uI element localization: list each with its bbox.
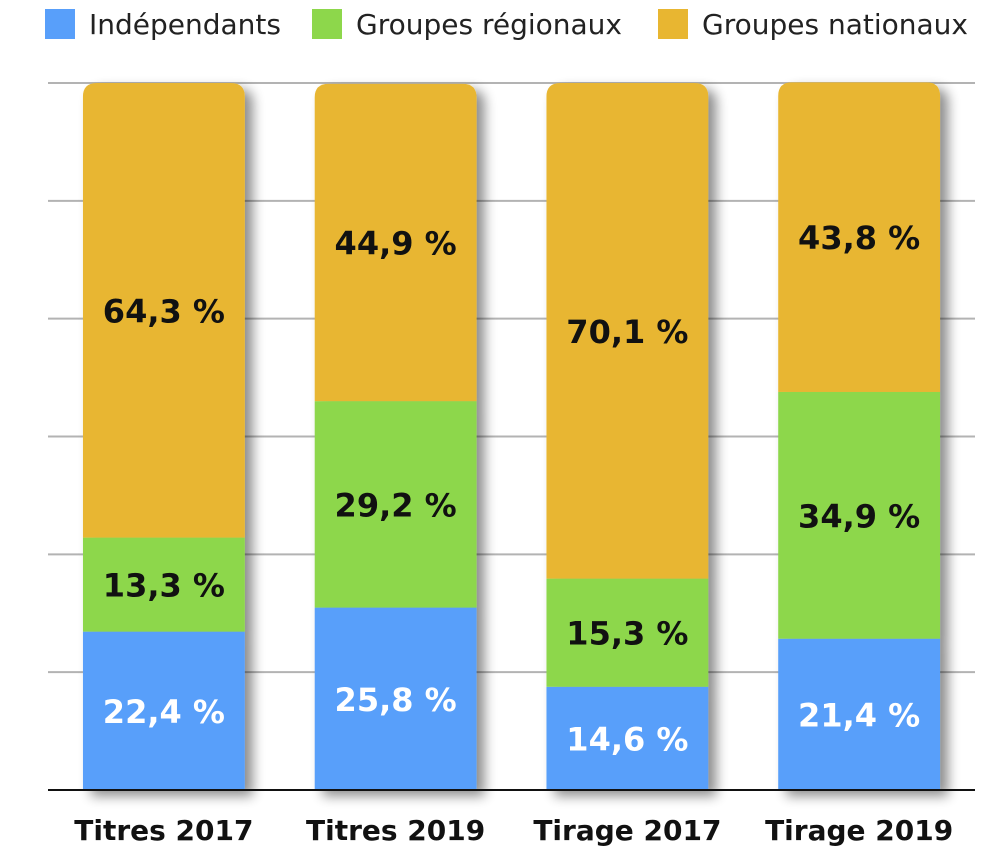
bar-tirage-2019	[778, 82, 941, 790]
bar-segment-independants-titres-2019	[314, 607, 477, 790]
x-tick-label-titres-2017: Titres 2017	[74, 814, 253, 847]
bar-segment-groupes-regionaux-tirage-2019	[778, 391, 941, 639]
bar-labels-titres-2017: 22,4 % 13,3 % 64,3 %	[103, 292, 225, 731]
bars: 22,4 % 13,3 % 64,3 % 25,8 % 29,2 % 44,9 % 14,6…	[82, 82, 941, 790]
legend-item-groupes-nationaux: Groupes nationaux	[658, 6, 968, 42]
bar-segment-independants-tirage-2019	[778, 638, 941, 790]
bar-titres-2017	[82, 83, 245, 790]
bar-titres-2019	[314, 83, 477, 790]
data-label-independants-titres-2019: 25,8 %	[335, 681, 457, 719]
bar-segment-groupes-regionaux-titres-2019	[314, 401, 477, 608]
legend-item-groupes-regionaux: Groupes régionaux	[312, 6, 622, 42]
legend-label-independants: Indépendants	[89, 7, 281, 41]
x-tick-label-tirage-2017: Tirage 2017	[533, 814, 721, 847]
legend-label-groupes-nationaux: Groupes nationaux	[702, 7, 968, 41]
bar-segment-groupes-nationaux-titres-2017	[82, 83, 245, 538]
legend-swatch-groupes-regionaux	[312, 9, 342, 39]
data-label-groupes-nationaux-tirage-2017: 70,1 %	[566, 313, 688, 351]
legend-label-groupes-regionaux: Groupes régionaux	[356, 7, 622, 41]
data-label-groupes-nationaux-tirage-2019: 43,8 %	[798, 219, 920, 257]
data-label-independants-titres-2017: 22,4 %	[103, 693, 225, 731]
bar-segment-groupes-nationaux-titres-2019	[314, 83, 477, 402]
bar-labels-tirage-2019: 21,4 % 34,9 % 43,8 %	[798, 219, 920, 734]
data-label-independants-tirage-2019: 21,4 %	[798, 696, 920, 734]
chart-legend: Indépendants Groupes régionaux Groupes n…	[0, 6, 998, 42]
x-tick-label-tirage-2019: Tirage 2019	[765, 814, 953, 847]
data-label-groupes-nationaux-titres-2019: 44,9 %	[335, 224, 457, 262]
legend-swatch-groupes-nationaux	[658, 9, 688, 39]
data-label-groupes-regionaux-tirage-2017: 15,3 %	[566, 615, 688, 653]
legend-swatch-independants	[45, 9, 75, 39]
data-label-groupes-regionaux-tirage-2019: 34,9 %	[798, 497, 920, 535]
data-label-groupes-regionaux-titres-2019: 29,2 %	[335, 486, 457, 524]
bar-labels-titres-2019: 25,8 % 29,2 % 44,9 %	[335, 224, 457, 718]
bar-segment-groupes-nationaux-tirage-2019	[778, 82, 941, 392]
bar-segment-independants-tirage-2017	[546, 686, 709, 790]
legend-item-independants: Indépendants	[45, 6, 281, 42]
data-label-independants-tirage-2017: 14,6 %	[566, 720, 688, 758]
bar-segment-independants-titres-2017	[82, 631, 245, 790]
bar-tirage-2017	[546, 83, 709, 790]
data-label-groupes-regionaux-titres-2017: 13,3 %	[103, 567, 225, 605]
bar-segment-groupes-regionaux-titres-2017	[82, 537, 245, 632]
x-tick-label-titres-2019: Titres 2019	[306, 814, 485, 847]
bar-segment-groupes-nationaux-tirage-2017	[546, 83, 709, 579]
bar-labels-tirage-2017: 14,6 % 15,3 % 70,1 %	[566, 313, 688, 759]
bar-segment-groupes-regionaux-tirage-2017	[546, 578, 709, 687]
data-label-groupes-nationaux-titres-2017: 64,3 %	[103, 292, 225, 330]
x-tick-labels: Titres 2017 Titres 2019 Tirage 2017 Tirage …	[74, 814, 953, 847]
